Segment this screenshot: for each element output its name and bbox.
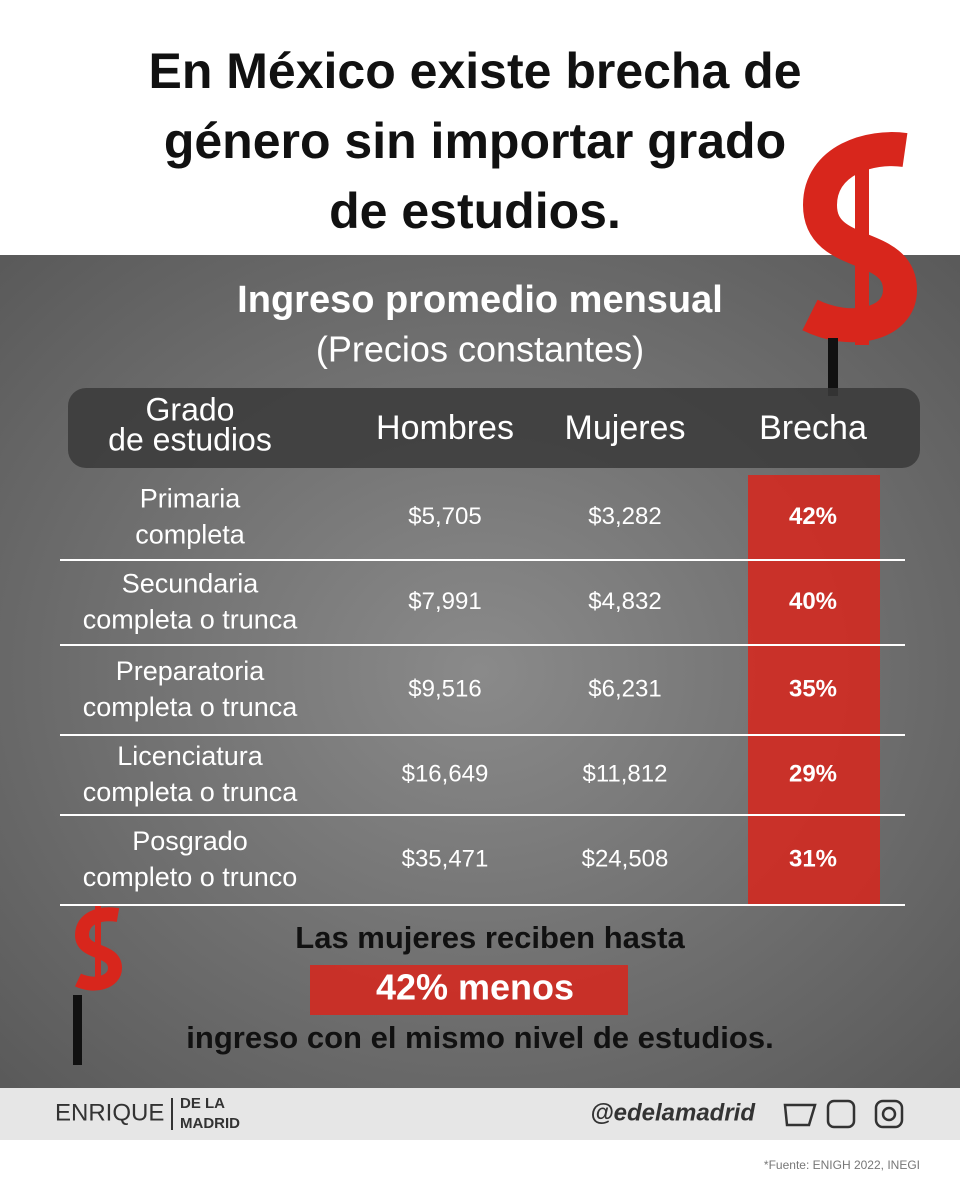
income-value: $3,282 <box>588 503 661 530</box>
callout-line: ingreso con el mismo nivel de estudios. <box>186 1020 773 1055</box>
instagram-icon-lens <box>881 1106 897 1122</box>
column-header: Mujeres <box>565 409 686 447</box>
gap-value: 29% <box>789 760 837 787</box>
row-label: completa o trunca <box>83 692 299 722</box>
row-label: Posgrado <box>132 826 248 856</box>
table-title: Ingreso promedio mensual <box>237 279 723 321</box>
income-value: $35,471 <box>402 845 489 872</box>
brand-name: ENRIQUE <box>55 1099 164 1126</box>
person-figure <box>828 338 838 396</box>
title-line: de estudios. <box>329 183 621 239</box>
brand-sub: DE LA <box>180 1095 225 1112</box>
title-line: En México existe brecha de <box>148 43 801 99</box>
row-label: completa o trunca <box>83 605 299 635</box>
callout-line: Las mujeres reciben hasta <box>295 920 685 955</box>
gap-value: 42% <box>789 503 837 530</box>
table-header-bg <box>68 388 920 468</box>
row-label: completa <box>135 520 246 550</box>
source-note: *Fuente: ENIGH 2022, INEGI <box>764 1158 920 1172</box>
row-label: completo o trunco <box>83 862 298 892</box>
row-label: Secundaria <box>122 569 260 599</box>
brecha-column-highlight <box>748 475 880 905</box>
income-value: $16,649 <box>402 760 489 787</box>
brand-sub: MADRID <box>180 1115 240 1132</box>
income-value: $11,812 <box>583 760 668 787</box>
row-label: Preparatoria <box>116 656 266 686</box>
income-value: $4,832 <box>588 588 661 615</box>
twitter-icon[interactable] <box>783 1103 817 1127</box>
table-subtitle: (Precios constantes) <box>316 329 644 370</box>
instagram-icon[interactable] <box>874 1099 904 1129</box>
gap-value: 35% <box>789 675 837 702</box>
title-line: género sin importar grado <box>164 113 786 169</box>
row-label: Licenciatura <box>117 741 264 771</box>
income-value: $24,508 <box>582 845 669 872</box>
row-label: Primaria <box>140 484 241 514</box>
callout-highlight: 42% menos <box>376 967 574 1008</box>
callout-highlight-bg <box>310 965 628 1015</box>
column-header: Hombres <box>376 409 514 447</box>
income-value: $5,705 <box>408 503 481 530</box>
gap-value: 31% <box>789 845 837 872</box>
income-value: $7,991 <box>408 588 481 615</box>
column-header: Brecha <box>759 409 867 447</box>
column-header: de estudios <box>108 421 272 457</box>
social-handle: @edelamadrid <box>590 1099 756 1126</box>
income-value: $6,231 <box>588 675 661 702</box>
income-value: $9,516 <box>408 675 481 702</box>
person-figure-small <box>73 995 82 1065</box>
row-label: completa o trunca <box>83 777 299 807</box>
gap-value: 40% <box>789 588 837 615</box>
facebook-icon[interactable] <box>826 1099 856 1129</box>
column-header: Grado <box>146 391 235 427</box>
footer-band <box>0 1088 960 1140</box>
